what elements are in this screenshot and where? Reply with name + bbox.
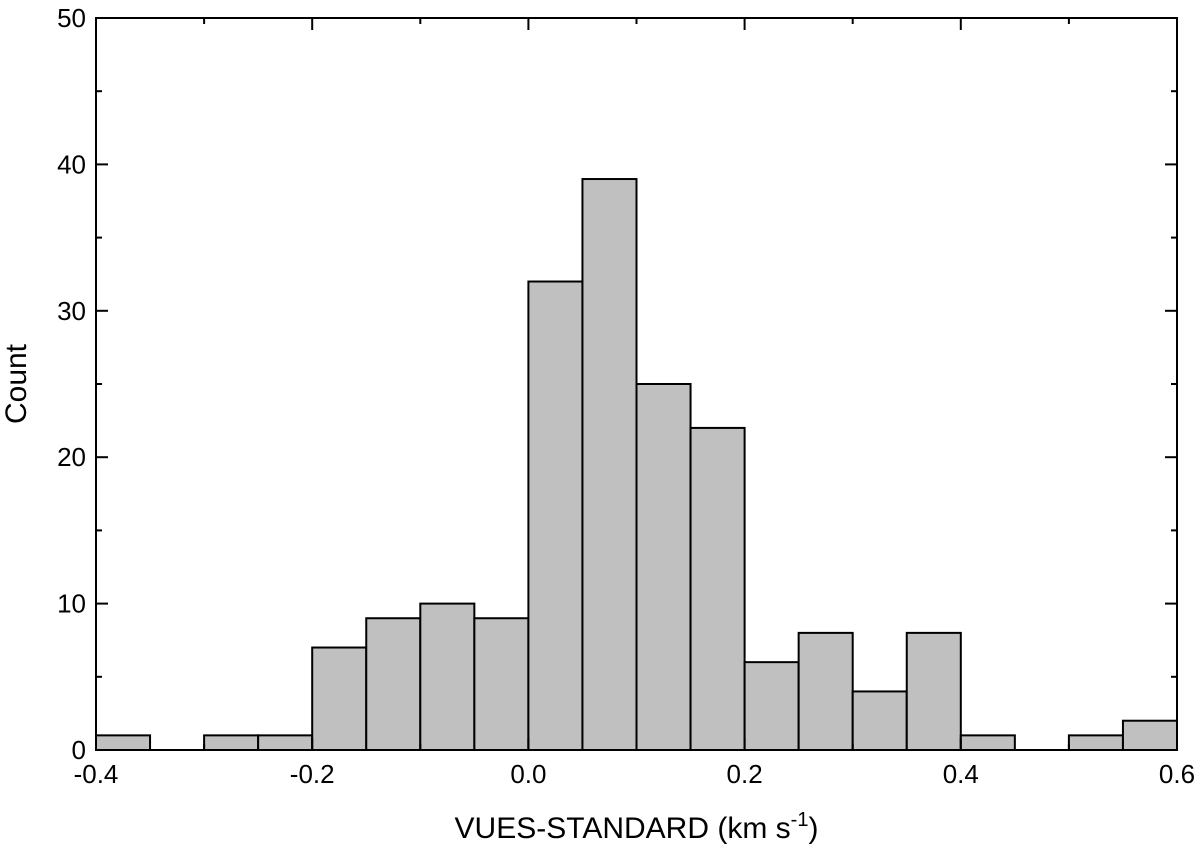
x-axis-title-end: ): [808, 812, 818, 845]
y-tick-label: 30: [57, 296, 86, 326]
x-tick-label: -0.2: [290, 759, 335, 789]
x-tick-label: 0.6: [1159, 759, 1195, 789]
y-tick-label: 40: [57, 149, 86, 179]
x-tick-label: 0.0: [510, 759, 546, 789]
y-axis-title: Count: [0, 343, 33, 424]
histogram-bar: [311, 646, 368, 752]
histogram-bar: [797, 631, 854, 752]
histogram-bar: [95, 734, 152, 751]
x-axis-title-main: VUES-STANDARD (km s: [455, 812, 791, 845]
ticks-group: [95, 17, 1178, 751]
histogram-bar: [419, 602, 476, 751]
tick-labels-group: -0.4 -0.2 0.0 0.2 0.4 0.6 0 10 20 30 40 50: [57, 3, 1195, 789]
y-tick-label: 0: [72, 735, 86, 765]
y-tick-label: 20: [57, 442, 86, 472]
y-tick-label: 50: [57, 3, 86, 33]
histogram-bar: [635, 383, 692, 751]
bars-group: [95, 178, 1178, 752]
x-axis-title: VUES-STANDARD (km s-1): [455, 809, 819, 845]
x-tick-label: 0.4: [943, 759, 979, 789]
histogram-bar: [365, 617, 422, 751]
histogram-bar: [689, 426, 746, 751]
histogram-bar: [203, 734, 260, 751]
histogram-bar: [473, 617, 530, 751]
y-tick-label: 10: [57, 589, 86, 619]
histogram-bar: [905, 631, 962, 752]
histogram-bar: [959, 734, 1016, 751]
histogram-bar: [851, 690, 908, 752]
x-axis-title-sup: -1: [791, 809, 809, 831]
histogram-bar: [527, 280, 584, 751]
histogram-bar: [581, 178, 638, 752]
histogram-bar: [743, 661, 800, 751]
histogram-bar: [1121, 719, 1178, 751]
histogram-bar: [257, 734, 314, 751]
x-tick-label: -0.4: [74, 759, 119, 789]
x-tick-label: 0.2: [727, 759, 763, 789]
histogram-bar: [1067, 734, 1124, 751]
